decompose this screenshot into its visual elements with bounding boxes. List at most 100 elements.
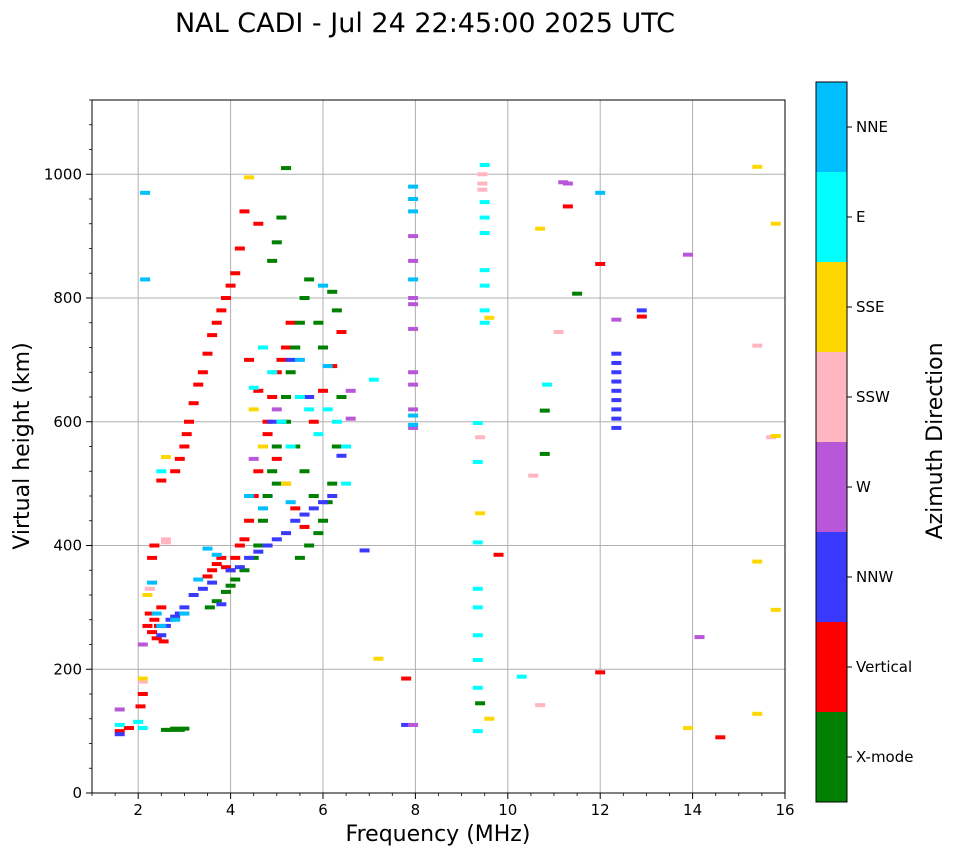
data-point bbox=[216, 602, 227, 607]
y-tick-label: 1000 bbox=[44, 165, 82, 183]
data-point bbox=[528, 473, 539, 478]
data-point bbox=[271, 481, 282, 486]
data-point bbox=[211, 599, 222, 604]
data-point bbox=[211, 552, 222, 557]
data-point bbox=[294, 320, 305, 325]
data-point bbox=[174, 456, 185, 461]
data-point bbox=[472, 729, 483, 734]
data-point bbox=[562, 204, 573, 209]
data-point bbox=[267, 469, 278, 474]
x-tick-label: 6 bbox=[318, 801, 328, 819]
data-point bbox=[230, 555, 241, 560]
data-point bbox=[477, 187, 488, 192]
data-point bbox=[149, 617, 160, 622]
data-point bbox=[225, 583, 236, 588]
data-point bbox=[479, 162, 490, 167]
data-point bbox=[472, 633, 483, 638]
data-point bbox=[147, 555, 158, 560]
data-point bbox=[539, 408, 550, 413]
colorbar-tick-label: SSW bbox=[856, 388, 890, 406]
colorbar-tick-label: W bbox=[856, 478, 871, 496]
data-point bbox=[234, 246, 245, 251]
data-point bbox=[147, 580, 158, 585]
data-point bbox=[313, 320, 324, 325]
data-point bbox=[285, 500, 296, 505]
data-point bbox=[611, 416, 622, 421]
chart-title: NAL CADI - Jul 24 22:45:00 2025 UTC bbox=[175, 8, 675, 39]
data-point bbox=[149, 543, 160, 548]
data-point bbox=[211, 562, 222, 567]
data-point bbox=[285, 444, 296, 449]
data-point bbox=[179, 611, 190, 616]
data-point bbox=[475, 701, 486, 706]
data-point bbox=[539, 451, 550, 456]
data-point bbox=[253, 388, 264, 393]
data-point bbox=[179, 444, 190, 449]
y-tick-label: 0 bbox=[72, 784, 82, 802]
data-point bbox=[137, 676, 148, 681]
colorbar-segment bbox=[816, 82, 847, 172]
gridlines bbox=[92, 100, 786, 794]
data-point bbox=[408, 258, 419, 263]
data-point bbox=[207, 568, 218, 573]
data-point bbox=[144, 611, 155, 616]
data-point bbox=[572, 291, 583, 296]
data-point bbox=[368, 377, 379, 382]
data-point bbox=[158, 639, 169, 644]
data-point bbox=[170, 614, 181, 619]
data-point bbox=[408, 326, 419, 331]
data-point bbox=[234, 565, 245, 570]
series-e bbox=[114, 162, 553, 734]
data-point bbox=[170, 469, 181, 474]
data-point bbox=[477, 172, 488, 177]
data-point bbox=[408, 296, 419, 300]
data-point bbox=[313, 432, 324, 437]
data-point bbox=[479, 200, 490, 205]
data-point bbox=[535, 703, 546, 708]
data-point bbox=[156, 605, 167, 610]
data-point bbox=[308, 419, 319, 424]
data-point bbox=[304, 407, 315, 412]
data-point bbox=[151, 611, 162, 616]
y-tick-label: 600 bbox=[53, 413, 82, 431]
data-point bbox=[479, 215, 490, 220]
colorbar-segment bbox=[816, 442, 847, 532]
y-axis-label: Virtual height (km) bbox=[10, 342, 35, 549]
data-point bbox=[220, 565, 231, 570]
data-point bbox=[304, 543, 315, 548]
data-point bbox=[144, 586, 155, 591]
data-point bbox=[327, 494, 338, 498]
data-point bbox=[752, 559, 763, 564]
data-point bbox=[267, 395, 278, 399]
data-point bbox=[313, 531, 324, 536]
data-point bbox=[682, 726, 693, 731]
data-point bbox=[216, 555, 227, 560]
data-point bbox=[248, 456, 259, 461]
data-point bbox=[715, 735, 726, 740]
data-point bbox=[281, 166, 292, 171]
data-point bbox=[156, 478, 167, 483]
data-point bbox=[336, 330, 347, 335]
data-point bbox=[327, 481, 338, 486]
data-point bbox=[345, 416, 356, 421]
data-point bbox=[331, 308, 342, 313]
data-point bbox=[408, 234, 419, 239]
colorbar-segment bbox=[816, 352, 847, 442]
colorbar-segment bbox=[816, 622, 847, 712]
data-point bbox=[682, 252, 693, 257]
data-point bbox=[257, 518, 268, 523]
data-point bbox=[207, 580, 218, 585]
x-tick-label: 16 bbox=[775, 801, 794, 819]
data-point bbox=[220, 296, 231, 300]
data-point bbox=[197, 586, 208, 591]
data-point bbox=[472, 685, 483, 690]
data-point bbox=[562, 181, 573, 186]
data-point bbox=[472, 605, 483, 610]
x-tick-label: 14 bbox=[683, 801, 702, 819]
data-point bbox=[408, 184, 419, 189]
data-point bbox=[493, 552, 504, 557]
data-point bbox=[253, 549, 264, 554]
data-point bbox=[299, 512, 310, 517]
data-point bbox=[151, 636, 162, 641]
data-point bbox=[611, 425, 622, 430]
